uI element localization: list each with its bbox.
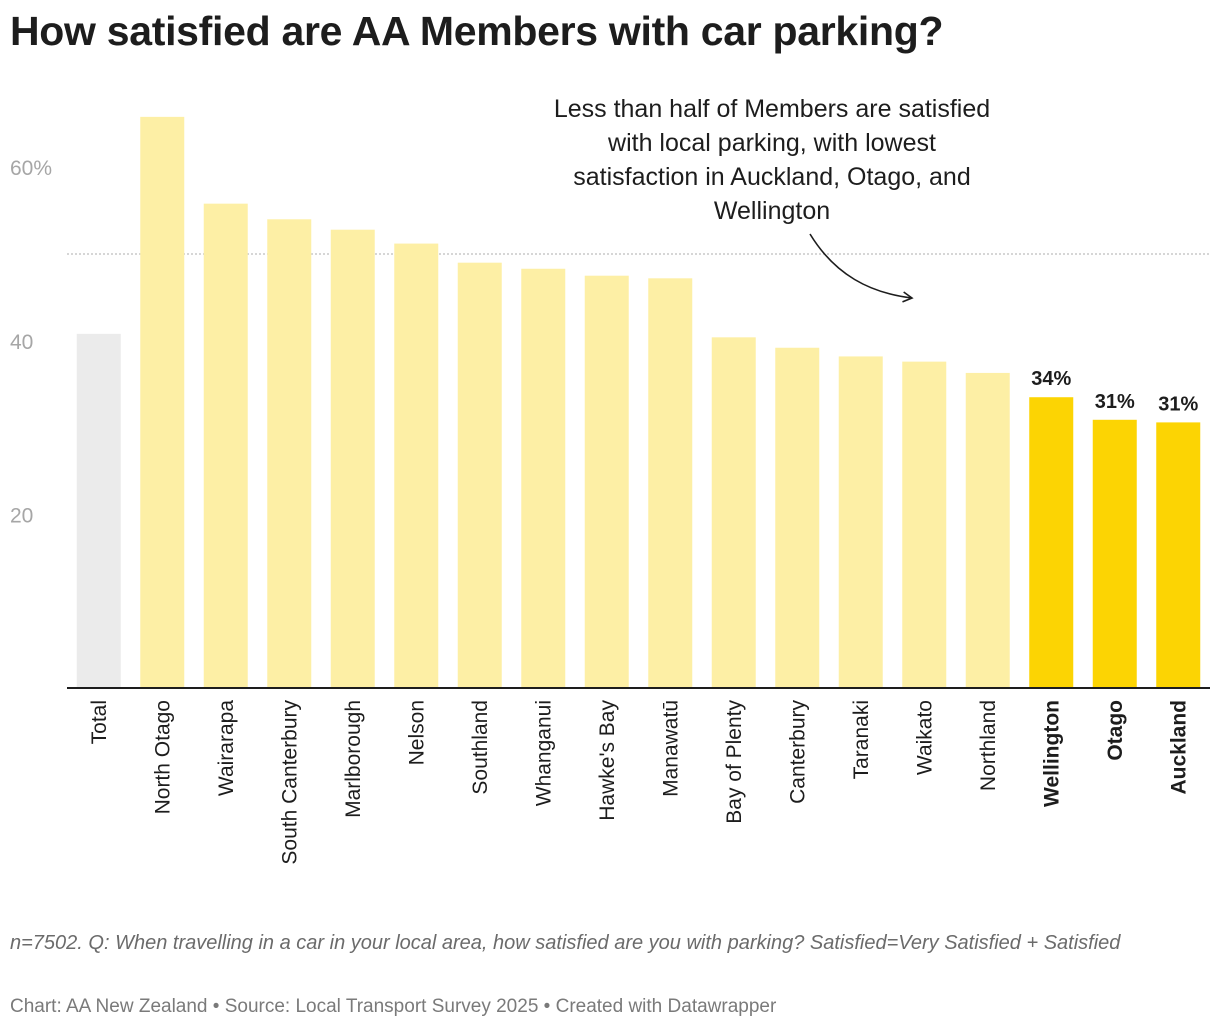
gridlines: 20 40 60% [10,157,1210,527]
bar [267,219,312,688]
bar-chart: 20 40 60% Total North Otago Wairarapa South C… [10,95,1210,865]
category-label: Wellington [1040,700,1063,807]
category-label: Otago [1104,700,1127,761]
category-label: Taranaki [850,700,873,779]
category-label: Wairarapa [215,700,238,796]
bar [76,333,121,688]
bar [457,262,502,688]
y-tick-label: 40 [10,331,33,354]
category-labels: Total North Otago Wairarapa South Canterbur… [88,700,1191,865]
bar [1156,422,1201,688]
bars [67,116,1210,689]
chart-credit: Chart: AA New Zealand • Source: Local Tr… [10,996,777,1017]
category-label: Southland [469,700,492,795]
chart-title: How satisfied are AA Members with car pa… [10,8,944,54]
bar [1029,397,1074,688]
category-label: Marlborough [342,700,365,818]
bar [775,347,820,688]
annotation: Less than half of Members are satisfied w… [554,95,990,303]
category-label: Manawatū [659,700,682,797]
category-label: Whanganui [532,700,555,806]
bar [902,361,947,688]
bar [330,229,375,689]
value-label: 31% [1095,391,1135,413]
category-label: Nelson [405,700,428,765]
annotation-text: Less than half of Members are satisfied [554,95,990,123]
annotation-text: Wellington [714,197,830,225]
bar [140,116,185,688]
category-label: Bay of Plenty [723,700,746,824]
annotation-arrow [809,233,914,303]
category-label: Hawke's Bay [596,700,619,821]
category-label: Canterbury [786,700,809,804]
category-label: Auckland [1167,700,1190,795]
bar [711,337,756,688]
annotation-text: with local parking, with lowest [607,129,936,157]
chart-notes: n=7502. Q: When travelling in a car in y… [10,932,1121,954]
bar [965,372,1010,688]
category-label: South Canterbury [278,700,301,865]
value-labels: 34% 31% 31% [1031,368,1198,415]
bar [584,275,629,688]
bar [521,268,566,688]
category-label: Northland [977,700,1000,791]
bar [203,203,248,688]
bar [648,278,693,688]
y-tick-label: 20 [10,504,33,527]
bar [394,243,439,689]
category-label: Total [88,700,111,744]
annotation-text: satisfaction in Auckland, Otago, and [573,163,970,191]
value-label: 34% [1031,368,1071,390]
category-label: Waikato [913,700,936,775]
bar [1092,419,1137,688]
value-label: 31% [1158,393,1198,415]
bar [838,356,883,688]
y-tick-label: 60% [10,157,52,180]
category-label: North Otago [151,700,174,814]
